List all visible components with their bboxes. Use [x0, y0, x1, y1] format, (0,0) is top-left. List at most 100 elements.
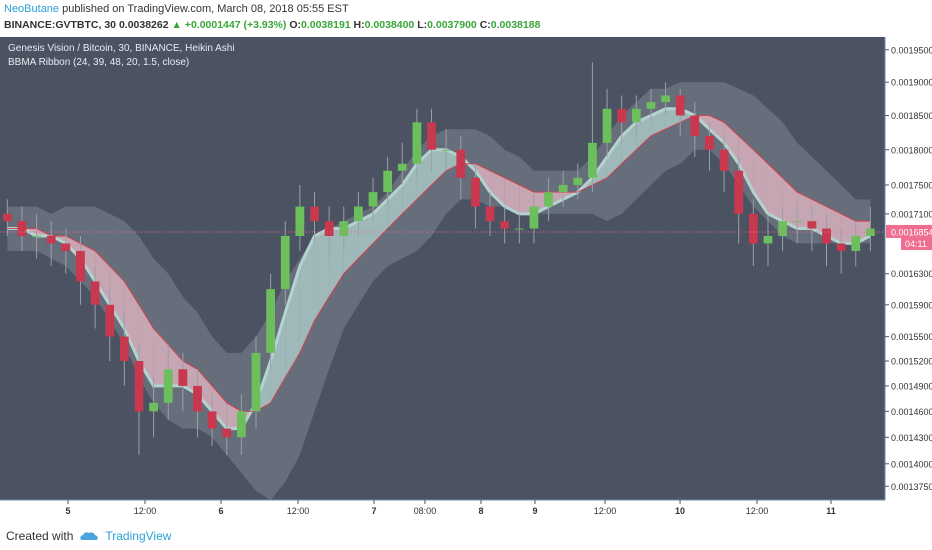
ribbon-area — [197, 369, 213, 412]
candle-body — [646, 102, 656, 109]
candle-body — [412, 122, 422, 164]
label: O: — [289, 19, 301, 31]
ribbon-fast — [7, 107, 872, 431]
ribbon-area — [431, 149, 447, 185]
candle-body — [763, 235, 773, 244]
candle-body — [544, 192, 553, 207]
candle-body — [661, 95, 670, 103]
ribbon-area — [314, 228, 330, 321]
price-tag — [886, 224, 932, 238]
x-tick-label: 5 — [66, 506, 71, 516]
ribbon-area — [753, 149, 768, 214]
low: 0.0037900 — [427, 19, 477, 31]
brand[interactable]: TradingView — [105, 529, 172, 543]
symbol: BINANCE:GVTBTC, 30 — [4, 19, 117, 31]
candle-body — [178, 369, 188, 386]
candle-body — [266, 289, 276, 353]
candle-body — [2, 213, 12, 222]
candle-body — [836, 243, 846, 251]
last: 0.0038262 — [118, 19, 169, 31]
logo — [80, 532, 99, 540]
candle-body — [705, 135, 714, 150]
price-tag-label: 0.0016854 — [891, 227, 932, 237]
candle-body — [236, 411, 246, 438]
candle-body — [397, 163, 407, 171]
y-tick-label: 0.0014300 — [891, 433, 932, 443]
countdown: 04:11 — [905, 239, 927, 249]
indicator-label: BBMA Ribbon (24, 39, 48, 20, 1.5, close) — [8, 57, 189, 68]
ribbon-area — [402, 163, 417, 214]
y-tick-label: 0.0015500 — [891, 332, 932, 342]
high: 0.0038400 — [364, 19, 415, 31]
ribbon-area — [782, 177, 798, 229]
candle-body — [310, 206, 319, 222]
candle-body — [207, 411, 217, 429]
candle-body — [675, 95, 685, 116]
ribbon-area — [636, 115, 651, 150]
author[interactable]: NeoButane — [4, 3, 60, 15]
y-tick-label: 0.0014000 — [891, 459, 932, 469]
y-tick-label: 0.0013750 — [891, 482, 932, 492]
basis-line — [7, 115, 871, 412]
candle-body — [134, 361, 144, 412]
ribbon-area — [212, 385, 227, 429]
ribbon-area — [109, 266, 125, 329]
candle-body — [90, 281, 100, 305]
candle-body — [193, 385, 202, 412]
candle-body — [690, 115, 700, 136]
candle-body — [61, 243, 71, 251]
x-tick-label: 9 — [532, 506, 537, 516]
candle-body — [558, 184, 568, 193]
candle-body — [149, 402, 158, 412]
ribbon-area — [270, 312, 286, 403]
ribbon-area — [738, 135, 754, 193]
ribbon-area — [767, 163, 783, 222]
candle-body — [76, 250, 85, 282]
candle-body — [792, 221, 802, 223]
candle-body — [354, 206, 363, 222]
created-with: Created with — [6, 529, 74, 543]
candle-body — [631, 108, 641, 123]
x-tick-label: 12:00 — [594, 506, 617, 516]
candle-body — [222, 428, 232, 438]
published: published on TradingView.com, March 08, … — [62, 3, 349, 15]
candle-body — [119, 336, 129, 362]
publish-line: NeoButane published on TradingView.com, … — [4, 3, 349, 15]
chart-title: Genesis Vision / Bitcoin, 30, BINANCE, H… — [8, 43, 235, 54]
candle-body — [529, 206, 539, 229]
candle-body — [719, 149, 729, 171]
x-tick-label: 08:00 — [414, 506, 437, 516]
countdown-tag — [901, 237, 932, 250]
candle-body — [588, 142, 597, 178]
candle-body — [851, 235, 861, 251]
y-tick-label: 0.0016300 — [891, 269, 932, 279]
y-tick-label: 0.0015900 — [891, 300, 932, 310]
candle-body — [251, 352, 261, 412]
candle-body — [105, 304, 115, 337]
candle-body — [441, 149, 451, 151]
y-tick-label: 0.0019500 — [891, 45, 932, 55]
candle-body — [734, 170, 744, 214]
x-tick-label: 11 — [826, 506, 836, 516]
change: ▲ +0.0001447 (+3.93%) — [171, 19, 287, 31]
ribbon-area — [797, 192, 812, 229]
ribbon-area — [709, 115, 725, 143]
ribbon-area — [299, 235, 315, 353]
time-axis-bg — [0, 500, 885, 521]
candle-body — [280, 235, 290, 290]
candle-body — [500, 221, 510, 229]
label: H: — [353, 19, 365, 31]
ribbon-area — [95, 250, 110, 305]
x-tick-label: 7 — [372, 506, 377, 516]
ribbon-area — [285, 266, 300, 378]
candle-body — [427, 122, 436, 150]
ribbon-area — [504, 177, 520, 214]
candle-body — [17, 221, 27, 236]
candle-body — [822, 228, 831, 244]
candle-body — [602, 108, 612, 143]
plot-bg — [0, 37, 885, 500]
candle-body — [807, 221, 817, 229]
y-tick-label: 0.0018500 — [891, 111, 932, 121]
candle-body — [617, 108, 627, 123]
